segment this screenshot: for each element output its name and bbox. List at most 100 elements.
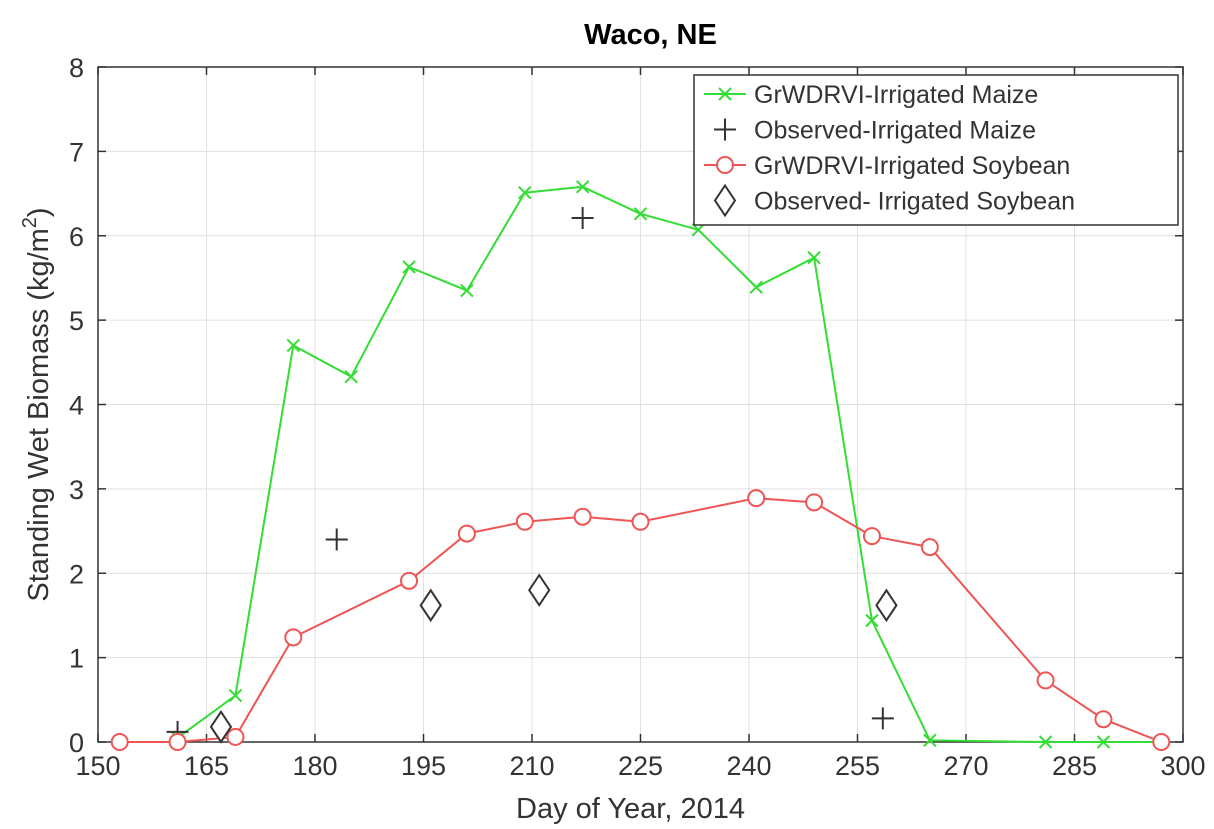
series-1-line [176, 185, 1162, 743]
series-4-point [875, 588, 898, 623]
legend-swatch-marker [713, 183, 737, 218]
x-tick-label: 240 [726, 751, 771, 781]
x-tick-label: 210 [509, 751, 554, 781]
y-tick-label: 6 [69, 222, 84, 252]
y-tick-label: 8 [69, 53, 84, 83]
series-1-point-stroke-b [633, 207, 648, 221]
series-3-point [515, 512, 534, 531]
series-1-point-stroke-b [923, 733, 937, 748]
series-1-point-stroke-b [865, 613, 879, 628]
series-1-point [691, 223, 706, 237]
series-1-point [402, 260, 416, 274]
y-tick-label: 3 [69, 475, 84, 505]
series-1-point [923, 733, 937, 748]
x-tick-label: 300 [1160, 751, 1205, 781]
series-1-point [865, 613, 879, 628]
x-tick-label: 180 [292, 751, 337, 781]
series-3-point [1036, 671, 1055, 690]
series-1-point-stroke-b [749, 280, 763, 294]
series-1-point [633, 207, 648, 221]
legend-entry-label: GrWDRVI-Irrigated Maize [754, 81, 1038, 109]
series-1-point-stroke-b [575, 180, 590, 194]
series-1-point [1038, 735, 1053, 749]
series-3-point [631, 512, 650, 531]
series-3-point [110, 733, 129, 751]
x-tick-label: 255 [835, 751, 880, 781]
series-1 [170, 180, 1169, 749]
x-tick-label: 225 [618, 751, 663, 781]
series-3-line [119, 497, 1162, 743]
series-3-point [573, 507, 592, 526]
legend-swatch-marker [718, 87, 732, 101]
x-tick-label: 165 [184, 751, 229, 781]
y-tick-label: 5 [69, 306, 84, 336]
series-3-point [284, 628, 303, 647]
y-tick-label: 2 [69, 559, 84, 589]
series-3-point [226, 727, 245, 746]
series-4-point [209, 710, 233, 744]
series-1-point-stroke-b [518, 186, 532, 200]
series-3-point [400, 571, 419, 590]
y-tick-label: 1 [69, 644, 84, 674]
series-layer [110, 180, 1171, 751]
tick-layer: 150 165 180 195 210 225 240 255 270 285 300 0 1 2 3 4 5 6… [69, 53, 1206, 781]
series-2-point [325, 528, 348, 551]
series-2-point [571, 207, 594, 230]
series-3-point [1094, 710, 1113, 729]
series-1-point-stroke-b [286, 338, 301, 353]
series-4-point [419, 588, 442, 623]
y-tick-label: 4 [69, 391, 84, 421]
series-1-point [807, 250, 821, 265]
series-1-point-stroke-b [228, 688, 243, 703]
legend-box [693, 74, 1179, 226]
x-axis-label: Day of Year, 2014 [516, 793, 745, 825]
y-tick-label: 0 [69, 728, 84, 758]
series-3-point [168, 733, 187, 751]
y-axis-label-superscript: 2 [19, 217, 41, 228]
series-1-point [228, 688, 243, 703]
x-tick-label: 285 [1052, 751, 1097, 781]
legend-entry-label: Observed-Irrigated Maize [754, 117, 1036, 145]
legend-entry-label: GrWDRVI-Irrigated Soybean [754, 152, 1070, 180]
series-3-point [920, 538, 939, 557]
series-1-point [344, 369, 358, 384]
series-1-point-stroke-b [460, 283, 474, 298]
y-tick-label: 7 [69, 137, 84, 167]
series-1-point-stroke-b [807, 250, 821, 265]
series-1-point [1096, 735, 1111, 749]
series-1-point-stroke-b [402, 260, 416, 274]
y-axis-label: Standing Wet Biomass (kg/m2) [19, 207, 55, 601]
series-3-point [862, 527, 881, 546]
series-1-point-stroke-b [1038, 735, 1053, 749]
x-tick-label: 195 [401, 751, 446, 781]
y-axis-label-tail: ) [23, 207, 55, 217]
legend-swatch-marker [716, 156, 734, 174]
series-3-point [747, 489, 766, 508]
series-1-point [286, 338, 301, 353]
y-axis-label-main: Standing Wet Biomass (kg/m [23, 228, 55, 601]
x-tick-label: 150 [75, 751, 120, 781]
series-1-point-stroke-b [691, 223, 706, 237]
series-1-point [749, 280, 763, 294]
chart-title: Waco, NE [584, 19, 717, 51]
series-3-point [805, 493, 824, 512]
legend-swatch-marker [714, 118, 736, 141]
series-1-point [460, 283, 474, 298]
series-4 [209, 573, 898, 744]
series-1-point-stroke-b [1096, 735, 1111, 749]
series-3 [110, 489, 1171, 751]
legend-entry-label: Observed- Irrigated Soybean [754, 188, 1075, 216]
series-1-point-stroke-b [344, 369, 358, 384]
legend: GrWDRVI-Irrigated Maize Observed-Irrigate… [693, 74, 1179, 226]
series-2-point [871, 707, 894, 730]
series-3-point [457, 524, 476, 543]
x-tick-label: 270 [943, 751, 988, 781]
series-3-point [1152, 733, 1171, 751]
series-1-point [518, 186, 532, 200]
legend-swatch-marker-stroke-b [718, 87, 732, 101]
series-2 [166, 207, 894, 743]
series-4-point [528, 573, 551, 607]
series-1-point [575, 180, 590, 194]
